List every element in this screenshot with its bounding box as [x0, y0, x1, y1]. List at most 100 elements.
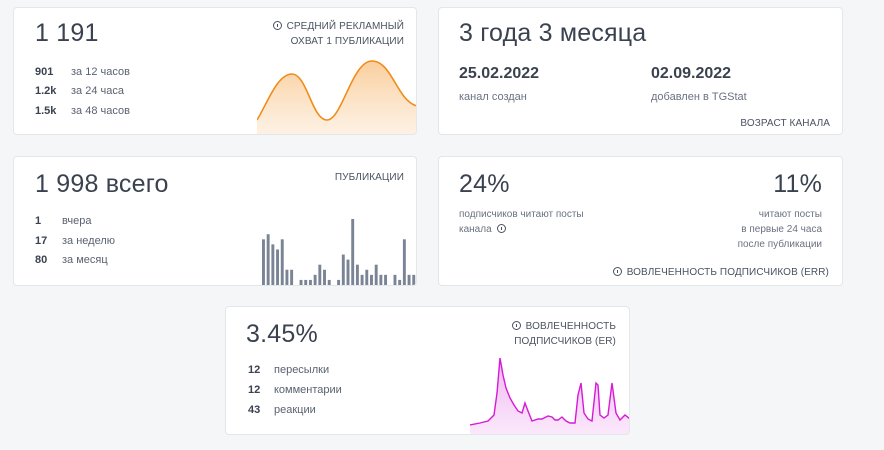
er-caption-line2: ПОДПИСЧИКОВ (ER)	[514, 336, 616, 347]
err-caption[interactable]: ВОВЛЕЧЕННОСТЬ ПОДПИСЧИКОВ (ERR)	[612, 265, 829, 280]
posts-bar	[370, 274, 373, 285]
posts-bar	[407, 274, 411, 285]
err-right-text-line3: после публикации	[737, 239, 822, 250]
reach-sparkline	[257, 60, 416, 134]
added-label: добавлен в TGStat	[651, 91, 747, 103]
posts-bar	[290, 269, 294, 285]
err-left-text-line2: канала	[459, 224, 492, 235]
info-icon[interactable]	[511, 320, 521, 330]
posts-bar	[304, 279, 308, 285]
posts-bar	[308, 279, 312, 285]
posts-bar	[299, 279, 303, 285]
er-row-num: 12	[248, 384, 261, 396]
err-right-text-line1: читают посты	[758, 209, 822, 220]
reach-card: 1 191 СРЕДНИЙ РЕКЛАМНЫЙ ОХВАТ 1 ПУБЛИКАЦ…	[13, 7, 417, 135]
er-caption[interactable]: ВОВЛЕЧЕННОСТЬ ПОДПИСЧИКОВ (ER)	[511, 319, 616, 349]
posts-row-num: 17	[35, 235, 48, 247]
info-icon[interactable]	[612, 266, 622, 276]
channel-age-caption: ВОЗРАСТ КАНАЛА	[740, 118, 830, 129]
posts-bar	[276, 249, 279, 285]
posts-bar	[374, 264, 378, 285]
posts-bar	[323, 269, 326, 285]
reach-row-12h: 901 за 12 часов	[35, 66, 130, 78]
posts-value: 1 998 всего	[35, 170, 169, 198]
reach-caption[interactable]: СРЕДНИЙ РЕКЛАМНЫЙ ОХВАТ 1 ПУБЛИКАЦИИ	[272, 19, 404, 49]
posts-bar	[346, 259, 350, 285]
er-card: 3.45% ВОВЛЕЧЕННОСТЬ ПОДПИСЧИКОВ (ER) 12 п…	[225, 306, 630, 435]
reach-row-label: за 24 часа	[71, 85, 124, 97]
posts-row-label: за месяц	[62, 254, 108, 266]
err-left-value: 24%	[459, 170, 510, 198]
reach-area	[257, 61, 416, 134]
err-left-text-line1: подписчиков читают посты	[459, 209, 584, 220]
er-caption-line1: ВОВЛЕЧЕННОСТЬ	[525, 321, 616, 332]
channel-age-card: 3 года 3 месяца 25.02.2022 канал создан …	[438, 7, 843, 135]
er-row-label: комментарии	[274, 384, 342, 396]
reach-line	[257, 60, 416, 121]
er-sparkline	[470, 357, 629, 434]
posts-bar	[280, 239, 284, 285]
er-row-reactions: 43 реакции	[248, 404, 316, 416]
posts-row-label: за неделю	[62, 235, 116, 247]
er-row-forwards: 12 пересылки	[248, 364, 329, 376]
er-value: 3.45%	[246, 320, 318, 348]
posts-card: 1 998 всего ПУБЛИКАЦИИ 1 вчера 17 за недел…	[13, 156, 417, 286]
posts-bar	[262, 239, 265, 285]
reach-caption-line2: ОХВАТ 1 ПУБЛИКАЦИИ	[290, 36, 404, 47]
posts-bar	[360, 274, 364, 285]
channel-age-value: 3 года 3 месяца	[459, 19, 647, 47]
posts-bar	[266, 234, 270, 285]
created-label: канал создан	[459, 91, 527, 103]
err-caption-text: ВОВЛЕЧЕННОСТЬ ПОДПИСЧИКОВ (ERR)	[626, 267, 829, 278]
posts-row-yesterday: 1 вчера	[35, 215, 91, 227]
info-icon[interactable]	[272, 20, 282, 30]
posts-row-month: 80 за месяц	[35, 254, 108, 266]
posts-bar	[355, 264, 359, 285]
posts-bar	[365, 269, 369, 285]
posts-bar	[393, 274, 397, 285]
posts-bar	[402, 239, 406, 285]
posts-bar	[412, 274, 416, 285]
er-line	[470, 357, 629, 426]
added-date: 02.09.2022	[651, 65, 732, 82]
err-right-text: читают посты в первые 24 часа после публ…	[738, 207, 822, 252]
posts-bar	[398, 279, 402, 285]
reach-value: 1 191	[35, 19, 99, 47]
posts-bar	[285, 269, 289, 285]
er-row-num: 43	[248, 404, 261, 416]
er-row-label: пересылки	[274, 364, 330, 376]
posts-bar	[271, 244, 275, 285]
posts-bar	[351, 219, 355, 285]
reach-row-label: за 12 часов	[71, 66, 130, 78]
er-row-label: реакции	[274, 404, 316, 416]
err-left-text: подписчиков читают посты канала	[459, 207, 584, 237]
created-date: 25.02.2022	[459, 65, 540, 82]
posts-bar	[341, 254, 345, 285]
posts-row-label: вчера	[62, 215, 92, 227]
posts-bar	[379, 274, 383, 285]
er-row-comments: 12 комментарии	[248, 384, 342, 396]
err-right-text-line2: в первые 24 часа	[741, 224, 822, 235]
posts-row-num: 1	[35, 215, 42, 227]
reach-row-num: 901	[35, 66, 54, 78]
er-area	[470, 358, 629, 434]
er-row-num: 12	[248, 364, 261, 376]
reach-caption-line1: СРЕДНИЙ РЕКЛАМНЫЙ	[286, 21, 404, 32]
reach-row-48h: 1.5k за 48 часов	[35, 105, 130, 117]
posts-bar	[313, 274, 317, 285]
reach-row-label: за 48 часов	[71, 105, 130, 117]
posts-row-week: 17 за неделю	[35, 235, 115, 247]
posts-caption: ПУБЛИКАЦИИ	[334, 172, 404, 183]
info-icon[interactable]	[496, 223, 506, 233]
err-right-value: 11%	[773, 170, 822, 198]
reach-row-num: 1.5k	[35, 105, 57, 117]
reach-row-24h: 1.2k за 24 часа	[35, 85, 124, 97]
err-card: 24% подписчиков читают посты канала 11% …	[438, 156, 843, 286]
posts-row-num: 80	[35, 254, 48, 266]
reach-row-num: 1.2k	[35, 85, 57, 97]
posts-bar	[337, 279, 341, 285]
posts-bar	[318, 264, 322, 285]
posts-bar	[327, 279, 331, 285]
posts-bar	[384, 274, 388, 285]
posts-bar-chart	[262, 219, 416, 285]
